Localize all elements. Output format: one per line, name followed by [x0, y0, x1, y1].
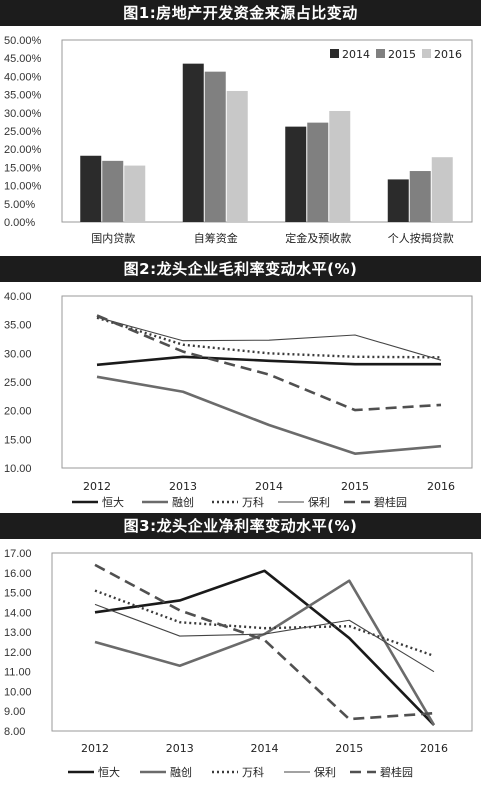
- bar: [329, 110, 351, 222]
- x-tick-label: 2016: [420, 742, 448, 755]
- bar: [204, 71, 226, 222]
- legend-label: 2015: [388, 48, 416, 61]
- chart-panel-2: 图2:龙头企业毛利率变动水平(%) 10.00 15.00 20.00 25.00 30…: [0, 256, 481, 512]
- x-tick-label: 2014: [251, 742, 279, 755]
- x-tick-label: 2012: [83, 480, 111, 493]
- legend-label: 保利: [314, 765, 336, 779]
- y-tick-label: 25.00%: [4, 126, 42, 138]
- legend-label: 保利: [308, 495, 330, 509]
- y-tick-label: 15.00: [4, 588, 32, 600]
- y-tick-label: 10.00: [4, 686, 32, 698]
- y-tick-label: 12.00: [4, 647, 32, 659]
- series-line: [96, 314, 442, 412]
- y-tick-label: 15.00%: [4, 162, 42, 174]
- chart-title: 图3:龙头企业净利率变动水平(%): [0, 513, 481, 539]
- y-tick-label: 40.00: [4, 291, 32, 303]
- legend-label: 融创: [172, 496, 194, 509]
- x-tick-label: 个人按揭贷款: [388, 231, 454, 245]
- chart-title: 图2:龙头企业毛利率变动水平(%): [0, 256, 481, 282]
- y-tick-label: 9.00: [4, 706, 25, 718]
- series-line: [94, 569, 435, 726]
- x-tick-label: 2015: [335, 742, 363, 755]
- y-tick-label: 13.00: [4, 627, 32, 639]
- legend-label: 融创: [170, 766, 192, 779]
- x-tick-label: 2015: [341, 480, 369, 493]
- series-line: [94, 579, 436, 726]
- x-tick-label: 自筹资金: [194, 231, 238, 245]
- chart-title: 图1:房地产开发资金来源占比变动: [0, 0, 481, 26]
- line-chart: 8.00 9.00 10.00 11.00 12.00 13.00 14.00 15.00 16…: [4, 548, 473, 779]
- series-line: [96, 355, 441, 367]
- y-tick-label: 14.00: [4, 607, 32, 619]
- series-line: [94, 589, 435, 657]
- line-chart: 10.00 15.00 20.00 25.00 30.00 35.00 40.00 2012 2…: [4, 291, 473, 509]
- x-tick-label: 2013: [166, 742, 194, 755]
- series-line: [94, 563, 435, 721]
- y-tick-label: 35.00: [4, 320, 32, 332]
- x-tick-label: 定金及预收款: [285, 231, 351, 245]
- x-tick-label: 国内贷款: [91, 231, 135, 245]
- legend-swatch: [422, 49, 431, 58]
- y-tick-label: 16.00: [4, 568, 32, 580]
- x-tick-label: 2012: [81, 742, 109, 755]
- bar: [124, 165, 146, 222]
- bar: [285, 126, 307, 222]
- bar: [409, 171, 431, 222]
- plot-area: [61, 39, 473, 223]
- y-tick-label: 15.00: [4, 434, 32, 446]
- plot-area: [61, 295, 473, 469]
- chart-panel-1: 图1:房地产开发资金来源占比变动 0.00% 5.00% 10.00% 15.00% 2…: [0, 0, 481, 255]
- legend-label: 万科: [242, 765, 264, 779]
- y-tick-label: 25.00: [4, 377, 32, 389]
- bar: [387, 179, 409, 222]
- y-tick-label: 11.00: [4, 667, 31, 679]
- legend-label: 恒大: [102, 495, 124, 509]
- y-tick-label: 17.00: [4, 548, 32, 560]
- bar: [102, 160, 124, 222]
- plot-area: [51, 552, 473, 732]
- y-tick-label: 20.00%: [4, 144, 42, 156]
- y-tick-label: 10.00: [4, 463, 32, 475]
- y-tick-label: 35.00%: [4, 90, 42, 102]
- chart-panel-3: 图3:龙头企业净利率变动水平(%) 8.00 9.00 10.00 11.00 12.0…: [0, 513, 481, 785]
- bar: [226, 90, 248, 223]
- y-tick-label: 20.00: [4, 406, 32, 418]
- bar: [307, 122, 329, 222]
- legend-label: 恒大: [98, 765, 120, 779]
- y-tick-label: 0.00%: [4, 217, 35, 229]
- y-tick-label: 10.00%: [4, 181, 42, 193]
- y-tick-label: 5.00%: [4, 199, 35, 211]
- legend-label: 2014: [342, 48, 370, 61]
- y-tick-label: 45.00%: [4, 53, 42, 65]
- legend-label: 碧桂园: [380, 765, 413, 779]
- x-tick-label: 2016: [427, 480, 455, 493]
- legend-swatch: [376, 49, 385, 58]
- legend-label: 万科: [242, 495, 264, 509]
- y-tick-label: 50.00%: [4, 35, 42, 47]
- series-line: [96, 316, 442, 361]
- series-line: [96, 375, 442, 455]
- bar: [182, 63, 204, 222]
- bar: [431, 157, 453, 222]
- y-tick-label: 30.00%: [4, 108, 42, 120]
- y-tick-label: 30.00: [4, 348, 32, 360]
- series-line: [96, 316, 442, 359]
- x-tick-label: 2013: [169, 480, 197, 493]
- legend-label: 碧桂园: [374, 495, 407, 509]
- bar-chart: 0.00% 5.00% 10.00% 15.00% 20.00% 25.00% 30.00%…: [4, 35, 473, 245]
- bar: [80, 155, 102, 222]
- y-tick-label: 40.00%: [4, 71, 42, 83]
- x-tick-label: 2014: [255, 480, 283, 493]
- y-tick-label: 8.00: [4, 726, 25, 738]
- series-line: [94, 603, 435, 673]
- legend-swatch: [330, 49, 339, 58]
- legend-label: 2016: [434, 48, 462, 61]
